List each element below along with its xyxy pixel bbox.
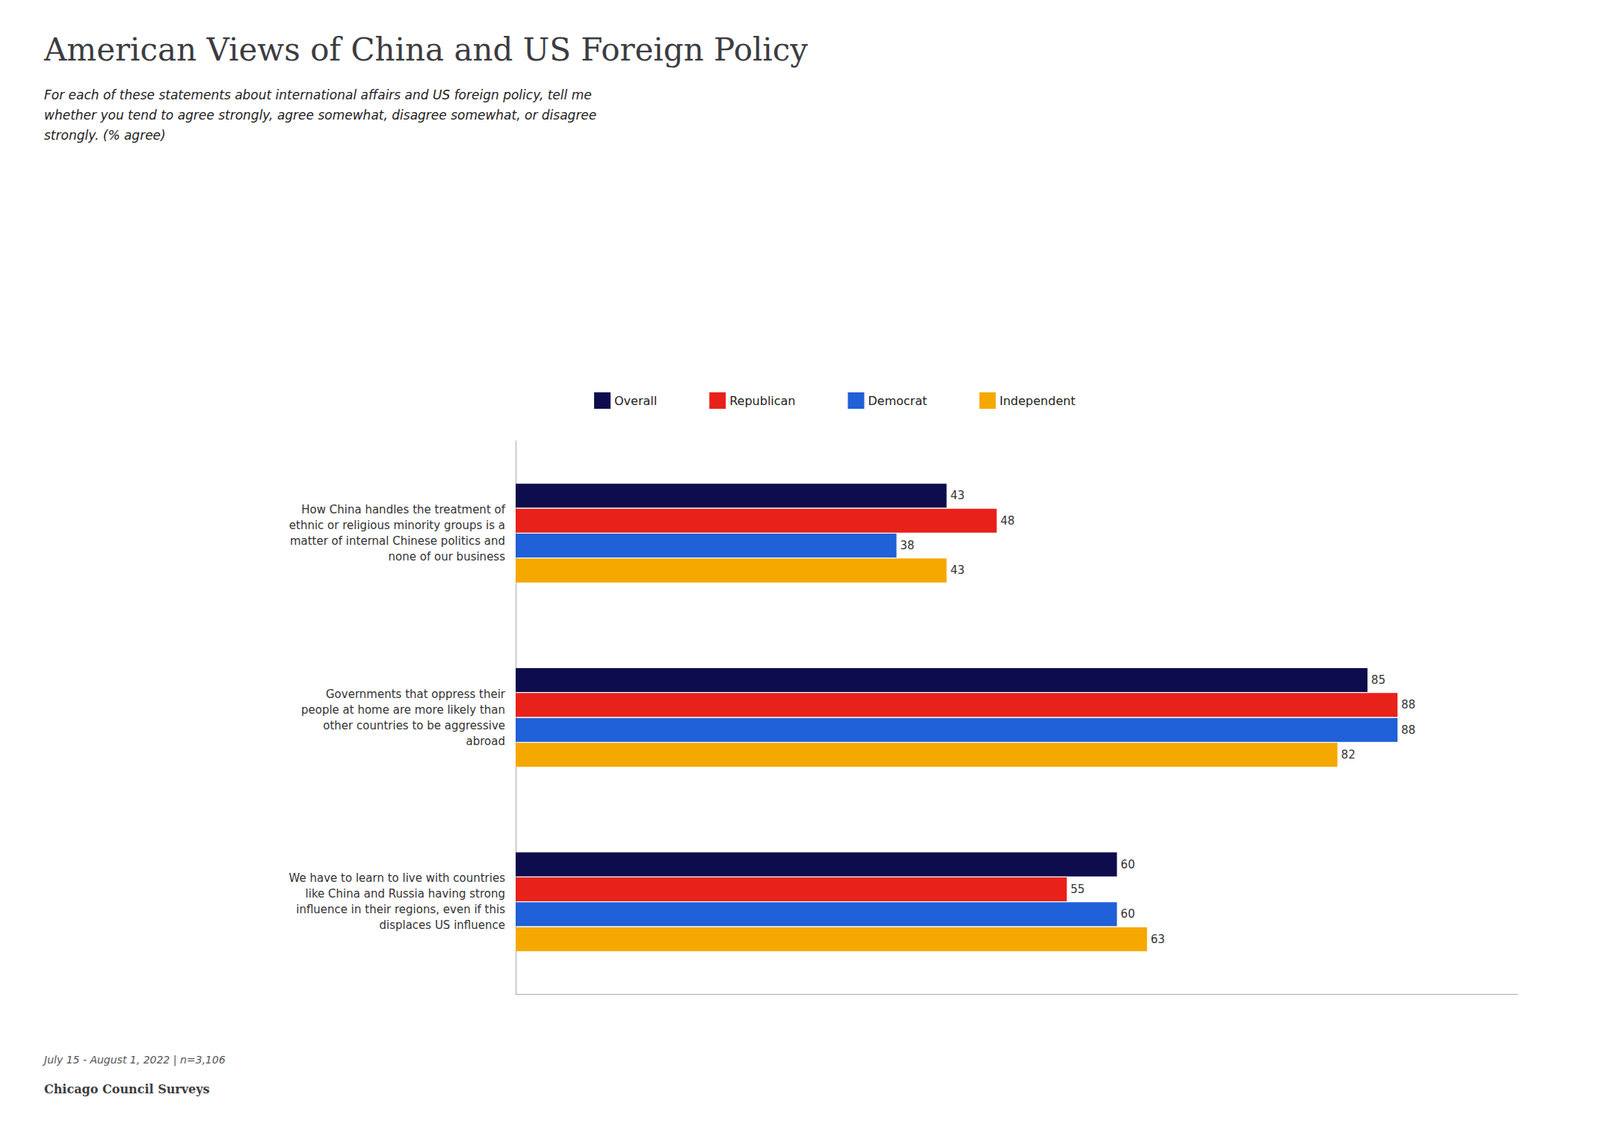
svg-text:American Views of China and US: American Views of China and US Foreign P… (43, 31, 808, 69)
svg-text:55: 55 (1070, 882, 1086, 897)
svg-text:38: 38 (900, 538, 915, 553)
svg-text:43: 43 (950, 488, 965, 503)
svg-text:displaces US influence: displaces US influence (378, 918, 506, 932)
svg-text:strongly. (% agree): strongly. (% agree) (44, 127, 166, 143)
svg-text:other countries to be aggressi: other countries to be aggressive (322, 718, 506, 733)
svg-text:matter of internal Chinese pol: matter of internal Chinese politics and (289, 534, 506, 548)
svg-text:43: 43 (950, 563, 965, 577)
svg-text:Governments that oppress their: Governments that oppress their (325, 687, 506, 701)
svg-text:85: 85 (1371, 673, 1386, 687)
svg-text:influence in their regions, ev: influence in their regions, even if this (295, 902, 506, 917)
svg-text:whether you tend to agree stro: whether you tend to agree strongly, agre… (44, 107, 597, 123)
svg-text:88: 88 (1401, 697, 1416, 712)
svg-text:60: 60 (1120, 857, 1136, 872)
svg-text:82: 82 (1341, 748, 1356, 762)
svg-text:Independent: Independent (999, 393, 1076, 409)
svg-text:July 15 - August 1, 2022 | n=3: July 15 - August 1, 2022 | n=3,106 (41, 1053, 226, 1067)
svg-text:ethnic or religious minority g: ethnic or religious minority groups is a (289, 518, 506, 533)
svg-text:88: 88 (1401, 723, 1416, 737)
svg-text:Overall: Overall (614, 393, 657, 409)
svg-text:48: 48 (1000, 514, 1015, 528)
svg-text:63: 63 (1150, 932, 1166, 947)
svg-text:like China and Russia having s: like China and Russia having strong (305, 887, 506, 901)
svg-text:How China handles the treatmen: How China handles the treatment of (301, 502, 506, 517)
svg-text:Republican: Republican (729, 393, 796, 409)
svg-text:We have to learn to live with: We have to learn to live with countries (289, 871, 506, 885)
svg-text:Democrat: Democrat (868, 393, 928, 409)
svg-text:For each of these statements a: For each of these statements about inter… (44, 87, 592, 103)
svg-text:people at home are more likely: people at home are more likely than (301, 703, 506, 717)
svg-text:Chicago Council Surveys: Chicago Council Surveys (44, 1082, 210, 1097)
svg-text:60: 60 (1120, 907, 1136, 921)
svg-text:none of our business: none of our business (388, 550, 506, 564)
svg-text:abroad: abroad (466, 734, 506, 749)
